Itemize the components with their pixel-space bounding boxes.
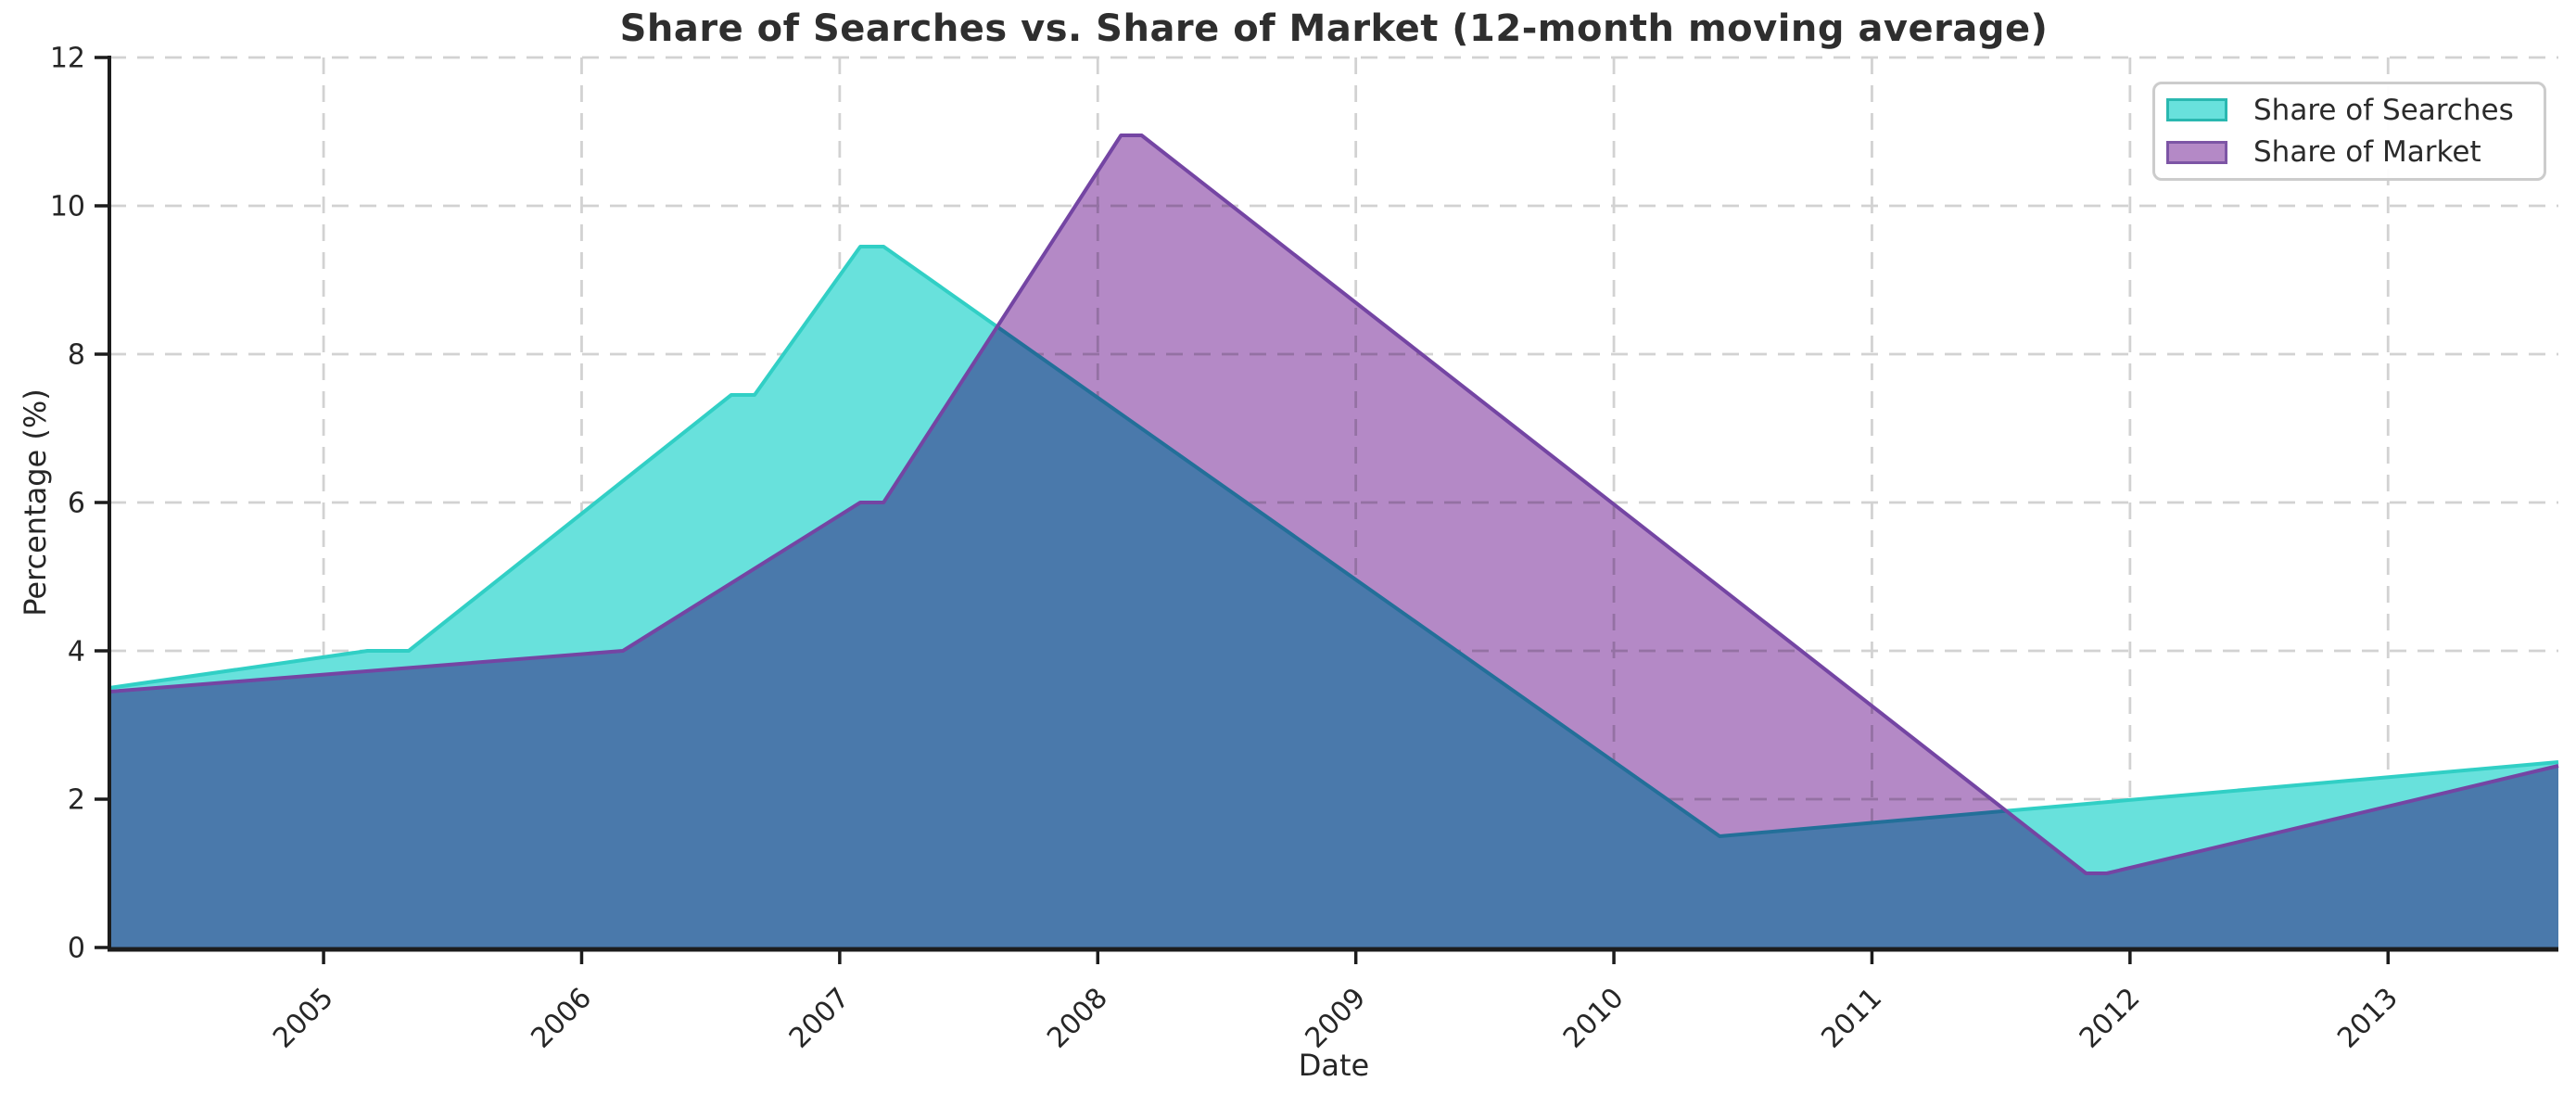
y-tick-label: 10 [50, 191, 85, 223]
x-tick-label: 2010 [1557, 982, 1631, 1055]
legend-item-market: Share of Market [2166, 135, 2544, 169]
y-tick-label: 6 [68, 488, 85, 520]
legend-item-searches: Share of Searches [2166, 94, 2544, 127]
area-share-of-market [109, 135, 2558, 948]
x-tick-label: 2007 [783, 982, 857, 1055]
y-tick-label: 2 [68, 784, 85, 817]
legend: Share of Searches Share of Market [2152, 82, 2546, 181]
line-share-of-market [108, 134, 2559, 875]
legend-swatch-searches [2166, 98, 2227, 122]
y-tick-label: 8 [68, 339, 85, 372]
x-tick-label: 2008 [1041, 982, 1114, 1055]
x-tick-label: 2009 [1300, 982, 1373, 1055]
chart-title: Share of Searches vs. Share of Market (1… [619, 7, 2049, 50]
x-tick-label: 2011 [1815, 982, 1888, 1055]
y-tick-label: 4 [68, 636, 85, 668]
x-tick-label: 2005 [267, 982, 340, 1055]
y-tick-label: 0 [68, 933, 85, 965]
x-tick-label: 2012 [2074, 982, 2147, 1055]
x-tick-label: 2006 [525, 982, 598, 1055]
legend-label-market: Share of Market [2253, 135, 2481, 170]
x-tick-label: 2013 [2331, 982, 2405, 1055]
y-tick-label: 12 [50, 43, 85, 75]
x-axis-label: Date [1298, 1048, 1370, 1083]
legend-label-searches: Share of Searches [2253, 93, 2514, 127]
y-axis-label: Percentage (%) [18, 388, 53, 617]
legend-swatch-market [2166, 140, 2227, 164]
